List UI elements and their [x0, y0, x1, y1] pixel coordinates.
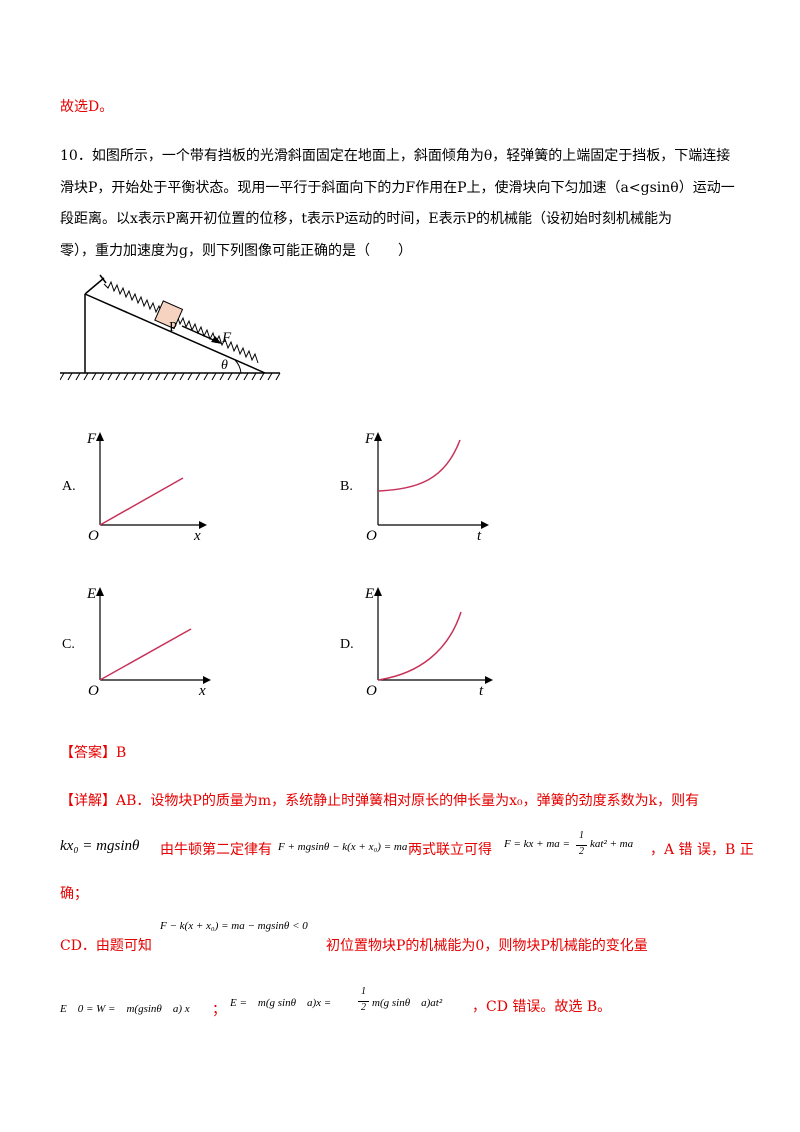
y-axis-arrow: [374, 432, 382, 441]
option-c-label: C.: [62, 637, 75, 652]
angle-label: θ: [221, 358, 228, 373]
explanation-text-eq1: 由牛顿第二定律有: [160, 842, 272, 858]
equation-6-denominator: 2: [361, 1002, 366, 1013]
answer-line: 【答案】B: [60, 742, 126, 762]
option-b-graph: F t O: [364, 431, 489, 544]
baffle-top: [99, 274, 107, 284]
equation-2: F + mgsinθ − k(x + x₀) = ma: [278, 841, 408, 853]
incline-figure: P F θ: [60, 274, 281, 381]
equation-3-numerator: 1: [579, 830, 584, 841]
option-a-label: A.: [62, 479, 76, 494]
equation-3-denominator: 2: [579, 846, 584, 857]
graph-curve: [99, 477, 184, 526]
explanation-line-1: 【详解】AB．设物块P的质量为m，系统静止时弹簧相对原长的伸长量为x₀，弹簧的劲…: [60, 790, 699, 810]
explanation-line-3: 确；: [60, 886, 88, 902]
explanation-final-line: E 0 = W = m(gsinθ a) x ； E = m(g sinθ a)…: [60, 986, 760, 1022]
option-a-graph: F x O: [86, 431, 207, 544]
y-axis-arrow: [96, 587, 104, 596]
origin-label: O: [88, 683, 99, 699]
equation-4: F − k(x + x₀) = ma − mgsinθ < 0: [160, 920, 308, 932]
x-axis-arrow: [199, 521, 207, 529]
option-d-graph: E t O: [364, 586, 493, 699]
y-axis-label: F: [86, 431, 97, 447]
force-label: F: [221, 330, 232, 346]
cd-intro: CD．由题可知: [60, 938, 152, 954]
x-axis-arrow: [203, 676, 211, 684]
question-line-2: 滑块P，开始处于平衡状态。现用一平行于斜面向下的力F作用在P上，使滑块向下匀加速…: [60, 180, 735, 196]
equation-6-numerator: 1: [361, 986, 366, 997]
option-d-label: D.: [340, 637, 354, 652]
spring: [103, 280, 259, 364]
x-axis-label: x: [198, 683, 206, 699]
x-axis-label: x: [193, 528, 201, 544]
answer-tag: 【答案】: [60, 745, 116, 761]
explanation-ending: ，CD 错误。故选 B。: [472, 999, 612, 1015]
force-arrow: [181, 325, 219, 343]
graph-curve: [377, 439, 461, 492]
origin-label: O: [366, 683, 377, 699]
x-axis-arrow: [485, 676, 493, 684]
origin-label: O: [88, 528, 99, 544]
block-label: P: [169, 320, 177, 335]
x-axis-label: t: [477, 528, 482, 544]
option-b-label: B.: [340, 479, 353, 494]
y-axis-label: E: [86, 586, 96, 602]
x-axis-arrow: [481, 521, 489, 529]
question-line-3: 段距离。以x表示P离开初位置的位移，t表示P运动的时间，E表示P的机械能（设初始…: [60, 211, 672, 227]
previous-answer: 故选D。: [60, 99, 114, 115]
question-line-4: 零），重力加速度为g，则下列图像可能正确的是（ ）: [60, 243, 412, 259]
explanation-text-1: AB．设物块P的质量为m，系统静止时弹簧相对原长的伸长量为x₀，弹簧的劲度系数为…: [116, 793, 700, 809]
equation-6-fraction-bar: [358, 1001, 369, 1002]
question-line-1: 10．如图所示，一个带有挡板的光滑斜面固定在地面上，斜面倾角为θ，轻弹簧的上端固…: [60, 148, 731, 164]
answer-value: B: [116, 745, 127, 761]
graph-curve: [99, 628, 192, 681]
equation-3-lhs: F = kx + ma =: [504, 838, 570, 850]
explanation-text-eq2: 两式联立可得: [408, 842, 492, 858]
option-c-graph: E x O: [86, 586, 211, 699]
equation-6-lhs: E = m(g sinθ a)x =: [230, 997, 332, 1009]
block-p: [154, 300, 184, 330]
origin-label: O: [366, 528, 377, 544]
separator: ；: [212, 1002, 226, 1018]
equation-3-rhs: kat² + ma: [590, 838, 634, 850]
incline-slope: [84, 293, 266, 374]
force-arrowhead: [211, 336, 222, 344]
y-axis-label: F: [364, 431, 375, 447]
explanation-text-eq3: ，A 错 误，B 正: [650, 842, 754, 858]
x-axis-label: t: [479, 683, 484, 699]
angle-arc: [234, 359, 242, 374]
equation-3-fraction-bar: [576, 845, 587, 846]
cd-text: 初位置物块P的机械能为0，则物块P机械能的变化量: [326, 938, 648, 954]
y-axis-arrow: [374, 587, 382, 596]
equation-1: kx₀ = mgsinθ: [60, 838, 140, 854]
y-axis-label: E: [364, 586, 374, 602]
ground-hatching: [60, 372, 281, 381]
equation-6-rhs: m(g sinθ a)at²: [372, 997, 443, 1009]
explanation-cd-line: CD．由题可知 F − k(x + x₀) = ma − mgsinθ < 0 …: [60, 920, 740, 960]
equation-5: E 0 = W = m(gsinθ a) x: [60, 1003, 190, 1015]
y-axis-arrow: [96, 432, 104, 441]
graph-curve: [377, 611, 462, 681]
baffle: [84, 277, 105, 295]
explanation-tag: 【详解】: [60, 793, 116, 809]
